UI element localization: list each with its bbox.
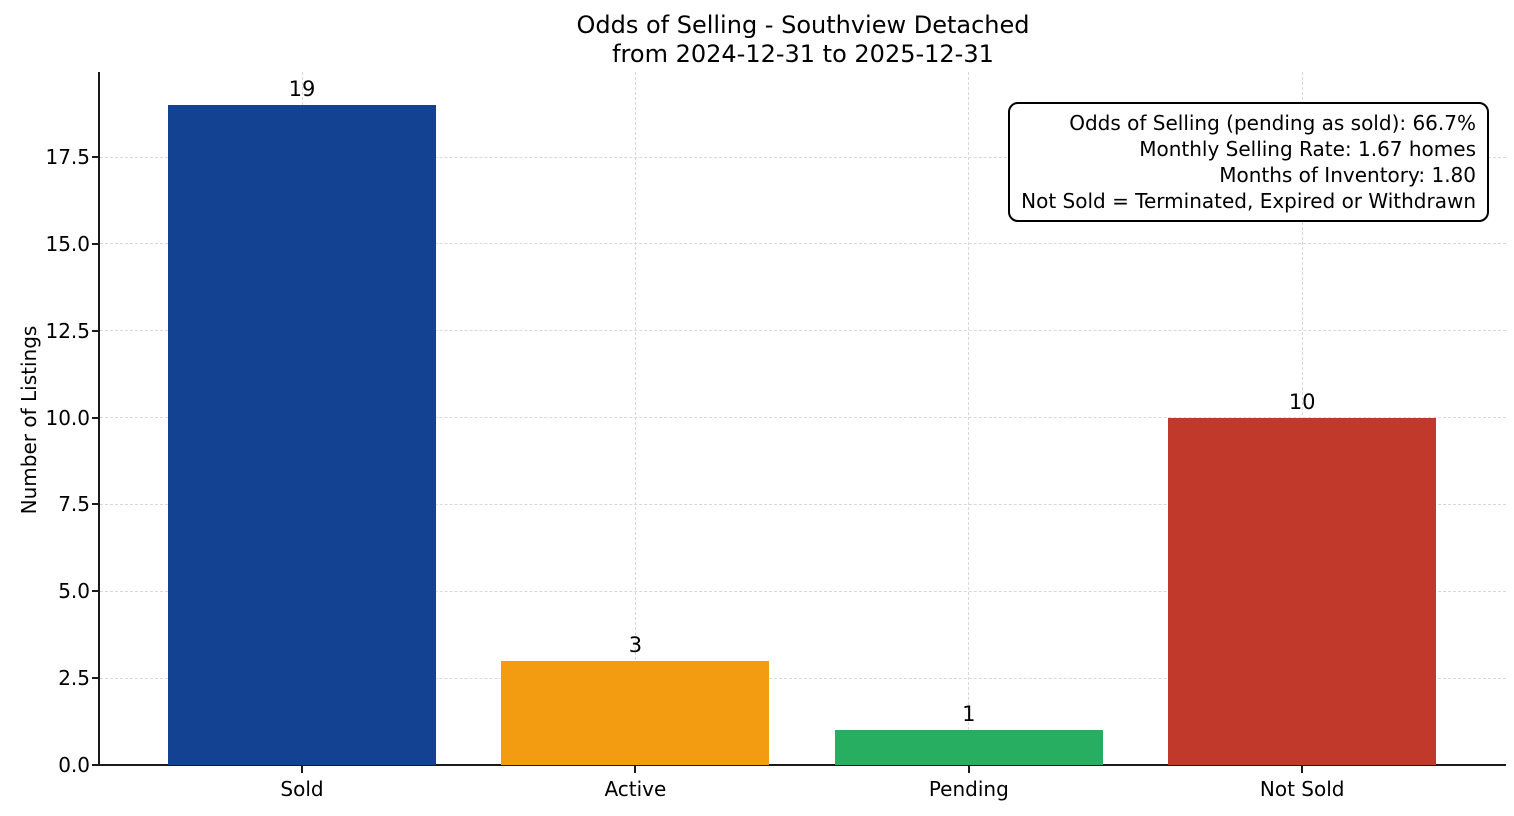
y-tick-mark xyxy=(92,677,100,680)
bar-pending xyxy=(834,730,1103,765)
h-gridline xyxy=(100,330,1506,332)
x-tick-mark xyxy=(967,765,970,773)
y-tick-mark xyxy=(92,329,100,332)
h-gridline xyxy=(100,677,1506,679)
h-gridline xyxy=(100,243,1506,245)
h-gridline xyxy=(100,503,1506,505)
x-tick-label: Not Sold xyxy=(1259,777,1345,801)
x-tick-mark xyxy=(1301,765,1304,773)
y-tick-label: 0.0 xyxy=(58,753,90,777)
x-tick-mark xyxy=(301,765,303,773)
x-axis-spine xyxy=(98,764,1506,766)
y-tick-mark xyxy=(92,503,100,506)
y-tick-mark xyxy=(92,416,100,419)
x-tick-label: Pending xyxy=(928,777,1009,801)
chart-title-line2: from 2024-12-31 to 2025-12-31 xyxy=(612,40,994,68)
bar-value-label: 19 xyxy=(288,77,316,101)
h-gridline xyxy=(100,590,1506,592)
stats-monthly-selling-rate: Monthly Selling Rate: 1.67 homes xyxy=(1139,137,1476,161)
x-tick-mark xyxy=(634,765,637,773)
x-tick-label: Active xyxy=(604,777,667,801)
bar-active xyxy=(501,660,770,765)
v-gridline xyxy=(634,72,636,765)
bar-value-label: 3 xyxy=(628,632,643,657)
y-tick-mark xyxy=(92,590,100,593)
stats-odds-of-selling: Odds of Selling (pending as sold): 66.7% xyxy=(1069,111,1476,135)
y-tick-label: 2.5 xyxy=(58,666,90,691)
y-axis-spine xyxy=(98,72,100,766)
y-tick-label: 7.5 xyxy=(58,492,90,517)
x-tick-label: Sold xyxy=(280,777,324,801)
y-tick-label: 15.0 xyxy=(45,231,90,256)
y-tick-mark xyxy=(92,156,100,159)
stats-annotation-box: Odds of Selling (pending as sold): 66.7%… xyxy=(1008,102,1489,222)
bar-not-sold xyxy=(1168,417,1437,765)
chart-title-line1: Odds of Selling - Southview Detached xyxy=(576,11,1030,39)
y-tick-label: 10.0 xyxy=(45,405,90,430)
chart-title-block: Odds of Selling - Southview Detached fro… xyxy=(100,11,1506,69)
stats-months-of-inventory: Months of Inventory: 1.80 xyxy=(1219,163,1476,187)
y-tick-label: 17.5 xyxy=(45,145,90,170)
h-gridline xyxy=(100,417,1506,419)
bar-value-label: 10 xyxy=(1288,389,1316,414)
v-gridline xyxy=(968,72,970,765)
bar-value-label: 1 xyxy=(962,702,976,727)
y-tick-mark xyxy=(92,764,100,766)
bar-sold xyxy=(168,105,436,765)
y-tick-mark xyxy=(92,242,100,245)
stats-not-sold-definition: Not Sold = Terminated, Expired or Withdr… xyxy=(1021,189,1476,213)
y-tick-label: 5.0 xyxy=(58,579,90,604)
h-gridline xyxy=(100,156,1506,158)
y-tick-label: 12.5 xyxy=(45,318,90,343)
